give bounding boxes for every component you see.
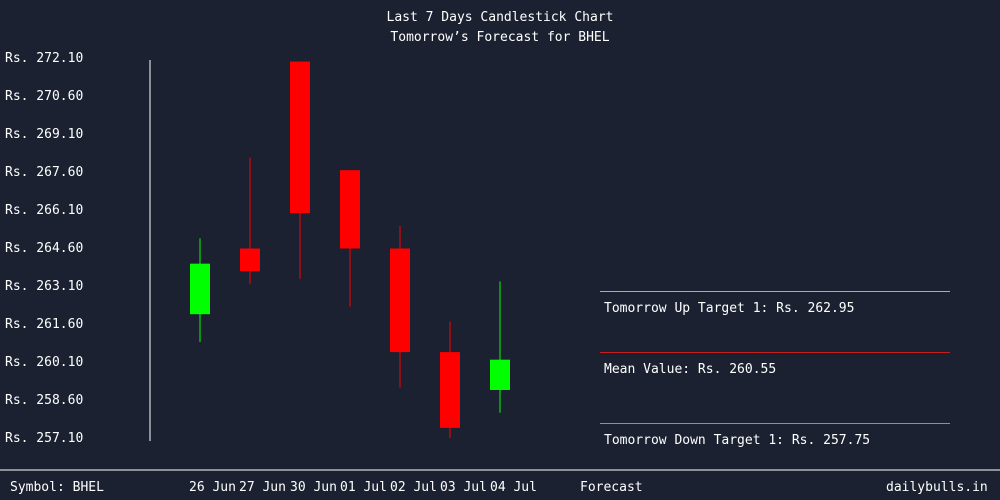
- candle-body: [490, 359, 510, 390]
- up-target-label: Tomorrow Up Target 1: Rs. 262.95: [604, 301, 855, 316]
- x-tick-label: 30 Jun: [290, 480, 337, 495]
- y-tick-label: Rs. 258.60: [5, 393, 84, 408]
- mean-value-label: Mean Value: Rs. 260.55: [604, 362, 777, 377]
- x-tick-label: 26 Jun: [189, 480, 236, 495]
- candles-group: [190, 61, 510, 438]
- y-tick-label: Rs. 269.10: [5, 127, 84, 142]
- x-tick-label: 01 Jul: [340, 480, 387, 495]
- up-target-line: [600, 291, 950, 292]
- candle-body: [340, 170, 360, 249]
- chart-title: Last 7 Days Candlestick Chart: [386, 10, 614, 25]
- site-label: dailybulls.in: [886, 480, 988, 495]
- y-tick-label: Rs. 266.10: [5, 203, 84, 218]
- down-target-label: Tomorrow Down Target 1: Rs. 257.75: [604, 433, 871, 448]
- y-tick-label: Rs. 263.10: [5, 279, 84, 294]
- candle-body: [290, 61, 310, 214]
- x-tick-label: 03 Jul: [440, 480, 487, 495]
- y-tick-label: Rs. 267.60: [5, 165, 84, 180]
- y-tick-label: Rs. 272.10: [5, 51, 84, 66]
- down-target-line: [600, 423, 950, 424]
- forecast-label: Forecast: [580, 480, 643, 495]
- y-tick-label: Rs. 261.60: [5, 317, 84, 332]
- chart-subtitle: Tomorrow’s Forecast for BHEL: [390, 30, 610, 45]
- x-tick-label: 02 Jul: [390, 480, 437, 495]
- symbol-label: Symbol: BHEL: [10, 480, 104, 495]
- x-tick-label: 27 Jun: [239, 480, 286, 495]
- y-tick-label: Rs. 270.60: [5, 89, 84, 104]
- y-tick-label: Rs. 264.60: [5, 241, 84, 256]
- candle-body: [190, 263, 210, 315]
- candle-body: [240, 248, 260, 272]
- x-tick-label: 04 Jul: [490, 480, 537, 495]
- mean-value-line: [600, 352, 950, 353]
- y-tick-label: Rs. 257.10: [5, 431, 84, 446]
- candle-body: [440, 352, 460, 428]
- candle-body: [390, 248, 410, 353]
- y-tick-label: Rs. 260.10: [5, 355, 84, 370]
